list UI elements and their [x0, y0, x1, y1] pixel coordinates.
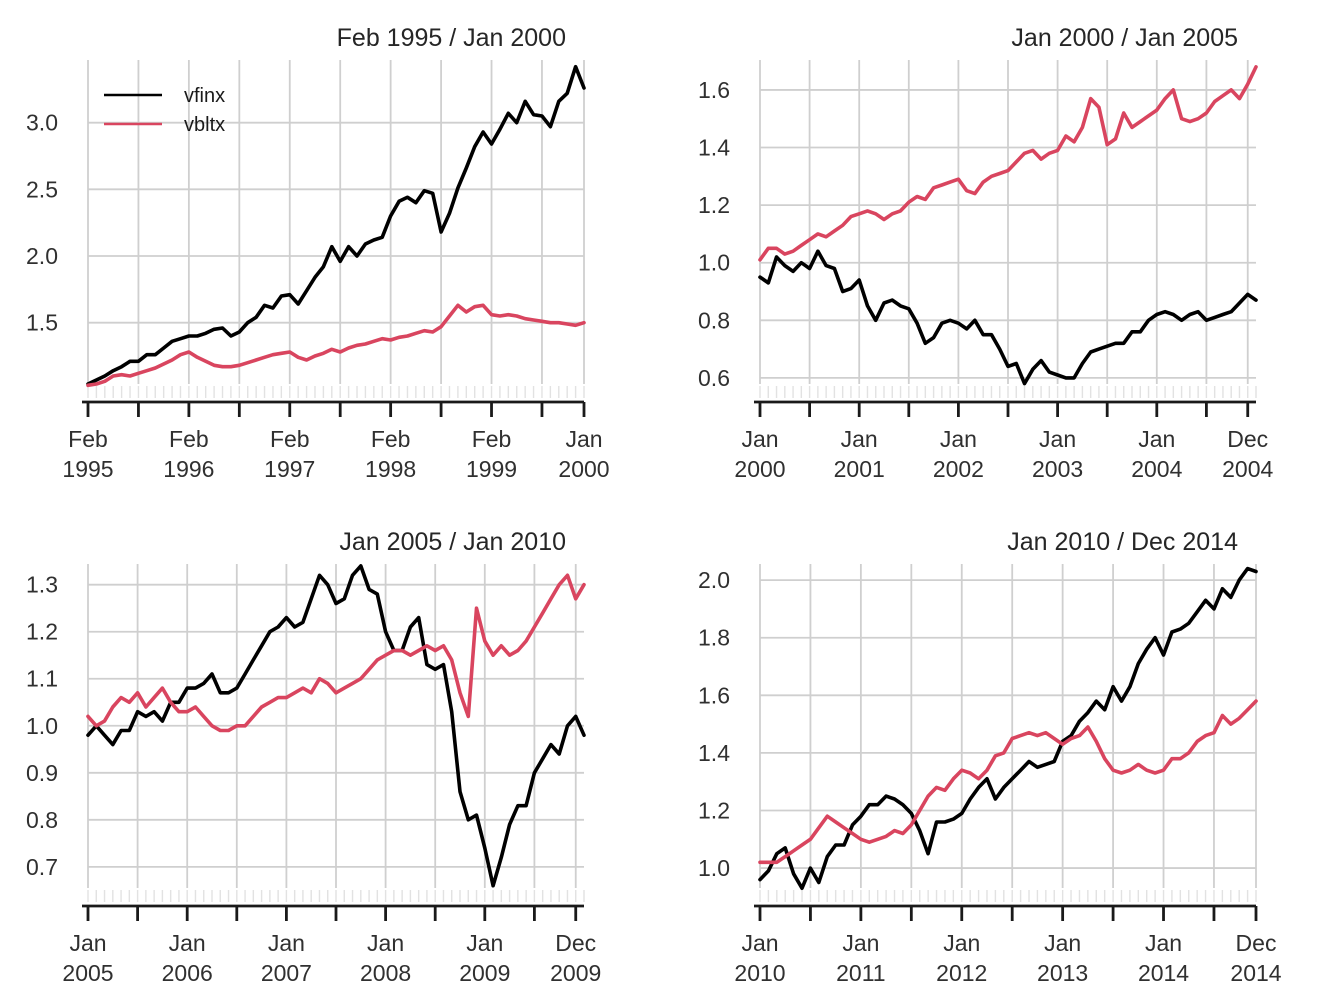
x-tick-label-year: 2004 — [1222, 456, 1273, 482]
x-tick-label-month: Jan — [943, 930, 980, 956]
chart-title: Feb 1995 / Jan 2000 — [337, 24, 566, 52]
series-line-vfinx — [86, 64, 586, 386]
chart-panel-jan2005-jan2010: 0.7 0.8 0.9 1.0 1.1 1.2 1.3 Jan 2005 Jan 2006 Jan 20… — [0, 504, 672, 1008]
y-tick-label: 1.5 — [26, 310, 58, 336]
x-tick-label-year: 1999 — [466, 456, 517, 482]
chart-title: Jan 2005 / Jan 2010 — [339, 528, 566, 556]
x-tick-label-year: 2000 — [558, 456, 609, 482]
x-tick-label-year: 2006 — [162, 960, 213, 986]
x-tick-label-year: 1996 — [163, 456, 214, 482]
x-tick-label-month: Feb — [270, 426, 310, 452]
plot-area: 0.6 0.8 1.0 1.2 1.4 1.6 Jan 2000 Jan 2001 Jan 2002 J… — [698, 60, 1274, 482]
series-line-vfinx — [758, 249, 1258, 386]
y-tick-label: 1.0 — [698, 855, 730, 881]
x-tick-label-month: Jan — [367, 930, 404, 956]
x-tick-label-month: Jan — [841, 426, 878, 452]
chart-panel-feb1995-jan2000: 1.5 2.0 2.5 3.0 Feb 1995 Feb 1996 Feb 1997 Feb 1998… — [0, 0, 672, 504]
y-tick-label: 2.5 — [26, 176, 58, 202]
x-tick-label-month: Feb — [472, 426, 512, 452]
x-tick-label-year: 2010 — [734, 960, 785, 986]
x-tick-label-year: 2014 — [1138, 960, 1189, 986]
x-tick-label-month: Jan — [69, 930, 106, 956]
x-tick-label-month: Dec — [1227, 426, 1268, 452]
x-tick-label-month: Jan — [741, 930, 778, 956]
x-tick-label-month: Jan — [842, 930, 879, 956]
y-tick-label: 1.4 — [698, 740, 730, 766]
x-tick-label-month: Feb — [371, 426, 411, 452]
chart-svg-2: 0.6 0.8 1.0 1.2 1.4 1.6 Jan 2000 Jan 2001 Jan 2002 J… — [698, 24, 1274, 482]
y-tick-label: 1.6 — [698, 682, 730, 708]
x-tick-label-month: Dec — [555, 930, 596, 956]
x-tick-label-year: 2002 — [933, 456, 984, 482]
x-tick-label-year: 2008 — [360, 960, 411, 986]
legend-label-vbltx: vbltx — [184, 114, 225, 136]
y-tick-label: 1.6 — [698, 77, 730, 103]
x-tick-label-month: Dec — [1236, 930, 1277, 956]
y-tick-label: 2.0 — [698, 567, 730, 593]
x-tick-label-month: Jan — [268, 930, 305, 956]
x-tick-label-month: Jan — [741, 426, 778, 452]
x-tick-label-month: Jan — [565, 426, 602, 452]
x-tick-label-year: 2009 — [550, 960, 601, 986]
x-tick-label-month: Jan — [1145, 930, 1182, 956]
x-tick-label-year: 2011 — [836, 960, 885, 986]
x-tick-label-month: Jan — [1044, 930, 1081, 956]
x-tick-label-year: 2013 — [1037, 960, 1088, 986]
x-tick-label-month: Jan — [1039, 426, 1076, 452]
x-tick-label-year: 2003 — [1032, 456, 1083, 482]
x-tick-label-month: Jan — [940, 426, 977, 452]
y-tick-label: 1.2 — [26, 619, 58, 645]
x-tick-label-year: 1997 — [264, 456, 315, 482]
x-tick-label-month: Jan — [1138, 426, 1175, 452]
chart-title: Jan 2010 / Dec 2014 — [1007, 528, 1238, 556]
chart-panel-jan2010-dec2014: 1.0 1.2 1.4 1.6 1.8 2.0 Jan 2010 Jan 2011 Jan 2012 J… — [672, 504, 1344, 1008]
y-tick-label: 0.8 — [26, 807, 58, 833]
x-tick-label-year: 2014 — [1230, 960, 1281, 986]
x-tick-label-month: Jan — [466, 930, 503, 956]
y-tick-label: 1.8 — [698, 625, 730, 651]
series-line-vbltx — [758, 65, 1258, 262]
x-tick-label-year: 2012 — [936, 960, 987, 986]
chart-panel-jan2000-jan2005: 0.6 0.8 1.0 1.2 1.4 1.6 Jan 2000 Jan 2001 Jan 2002 J… — [672, 0, 1344, 504]
chart-svg-3: 0.7 0.8 0.9 1.0 1.1 1.2 1.3 Jan 2005 Jan 2006 Jan 20… — [26, 528, 601, 986]
y-tick-label: 1.3 — [26, 572, 58, 598]
x-tick-label-month: Jan — [169, 930, 206, 956]
y-tick-label: 1.4 — [698, 135, 730, 161]
plot-area: 1.5 2.0 2.5 3.0 Feb 1995 Feb 1996 Feb 1997 Feb 1998… — [26, 60, 610, 482]
y-tick-label: 0.9 — [26, 760, 58, 786]
series-line-vfinx — [758, 566, 1258, 891]
y-tick-label: 0.6 — [698, 365, 730, 391]
chart-svg-4: 1.0 1.2 1.4 1.6 1.8 2.0 Jan 2010 Jan 2011 Jan 2012 J… — [698, 528, 1282, 986]
x-tick-label-month: Feb — [68, 426, 108, 452]
x-tick-label-year: 2004 — [1131, 456, 1182, 482]
x-tick-label-year: 2000 — [734, 456, 785, 482]
x-tick-label-year: 1998 — [365, 456, 416, 482]
plot-area: 0.7 0.8 0.9 1.0 1.1 1.2 1.3 Jan 2005 Jan 2006 Jan 20… — [26, 564, 601, 986]
chart-title: Jan 2000 / Jan 2005 — [1011, 24, 1238, 52]
series-line-vbltx — [758, 699, 1258, 865]
series-line-vbltx — [86, 573, 586, 733]
y-tick-label: 1.2 — [698, 797, 730, 823]
chart-svg-1: 1.5 2.0 2.5 3.0 Feb 1995 Feb 1996 Feb 1997 Feb 1998… — [26, 24, 610, 482]
x-tick-label-month: Feb — [169, 426, 209, 452]
y-tick-label: 1.1 — [26, 666, 58, 692]
y-tick-label: 2.0 — [26, 243, 58, 269]
series-line-vbltx — [86, 303, 586, 388]
y-tick-label: 1.0 — [26, 713, 58, 739]
x-tick-label-year: 2007 — [261, 960, 312, 986]
plot-area: 1.0 1.2 1.4 1.6 1.8 2.0 Jan 2010 Jan 2011 Jan 2012 J… — [698, 564, 1282, 986]
y-tick-label: 0.8 — [698, 307, 730, 333]
x-tick-label-year: 1995 — [62, 456, 113, 482]
y-tick-label: 0.7 — [26, 854, 58, 880]
x-tick-label-year: 2009 — [459, 960, 510, 986]
x-tick-label-year: 2005 — [62, 960, 113, 986]
legend-label-vfinx: vfinx — [184, 85, 225, 107]
y-tick-label: 1.0 — [698, 250, 730, 276]
y-tick-label: 3.0 — [26, 110, 58, 136]
y-tick-label: 1.2 — [698, 192, 730, 218]
x-tick-label-year: 2001 — [834, 456, 885, 482]
